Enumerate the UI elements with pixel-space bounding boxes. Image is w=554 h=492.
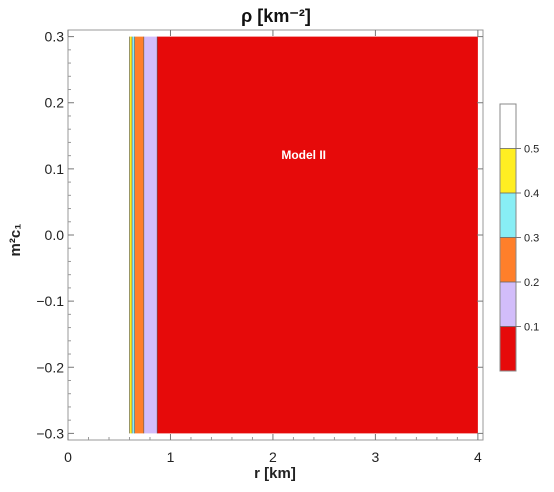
x-axis-label: r [km] bbox=[254, 465, 296, 482]
contour-band-0 bbox=[129, 37, 132, 434]
x-tick-label-0: 0 bbox=[64, 449, 72, 465]
legend-swatch-3 bbox=[500, 238, 516, 283]
model-annotation: Model II bbox=[281, 148, 326, 162]
legend-swatch-5 bbox=[500, 327, 516, 372]
x-tick-label-4: 4 bbox=[474, 449, 482, 465]
contour-band-2 bbox=[135, 37, 144, 434]
legend-swatch-4 bbox=[500, 282, 516, 327]
x-tick-label-3: 3 bbox=[372, 449, 380, 465]
legend-label-4: 0.1 bbox=[524, 322, 539, 334]
legend-swatch-2 bbox=[500, 193, 516, 238]
x-tick-label-2: 2 bbox=[269, 449, 277, 465]
contour-band-3 bbox=[144, 37, 157, 434]
y-tick-label-6: 0.3 bbox=[45, 29, 65, 45]
legend-label-2: 0.3 bbox=[524, 233, 539, 245]
legend-swatch-0 bbox=[500, 104, 516, 149]
x-tick-label-1: 1 bbox=[167, 449, 175, 465]
y-axis-label: m²c₁ bbox=[7, 224, 24, 257]
plot-area: Model II bbox=[68, 30, 483, 440]
legend-label-3: 0.2 bbox=[524, 277, 539, 289]
y-tick-label-3: 0.0 bbox=[45, 227, 65, 243]
y-tick-label-0: −0.3 bbox=[36, 425, 64, 441]
y-tick-label-4: 0.1 bbox=[45, 161, 65, 177]
contour-band-4 bbox=[157, 37, 478, 434]
contour-band-1 bbox=[132, 37, 135, 434]
y-tick-label-1: −0.2 bbox=[36, 359, 64, 375]
y-tick-label-5: 0.2 bbox=[45, 95, 65, 111]
chart-title: ρ [km⁻²] bbox=[241, 6, 311, 26]
y-tick-label-2: −0.1 bbox=[36, 293, 64, 309]
legend-label-1: 0.4 bbox=[524, 188, 539, 200]
legend-label-0: 0.5 bbox=[524, 144, 539, 156]
legend-swatch-1 bbox=[500, 149, 516, 194]
legend: 0.5 0.4 0.3 0.2 0.1 bbox=[500, 104, 539, 371]
